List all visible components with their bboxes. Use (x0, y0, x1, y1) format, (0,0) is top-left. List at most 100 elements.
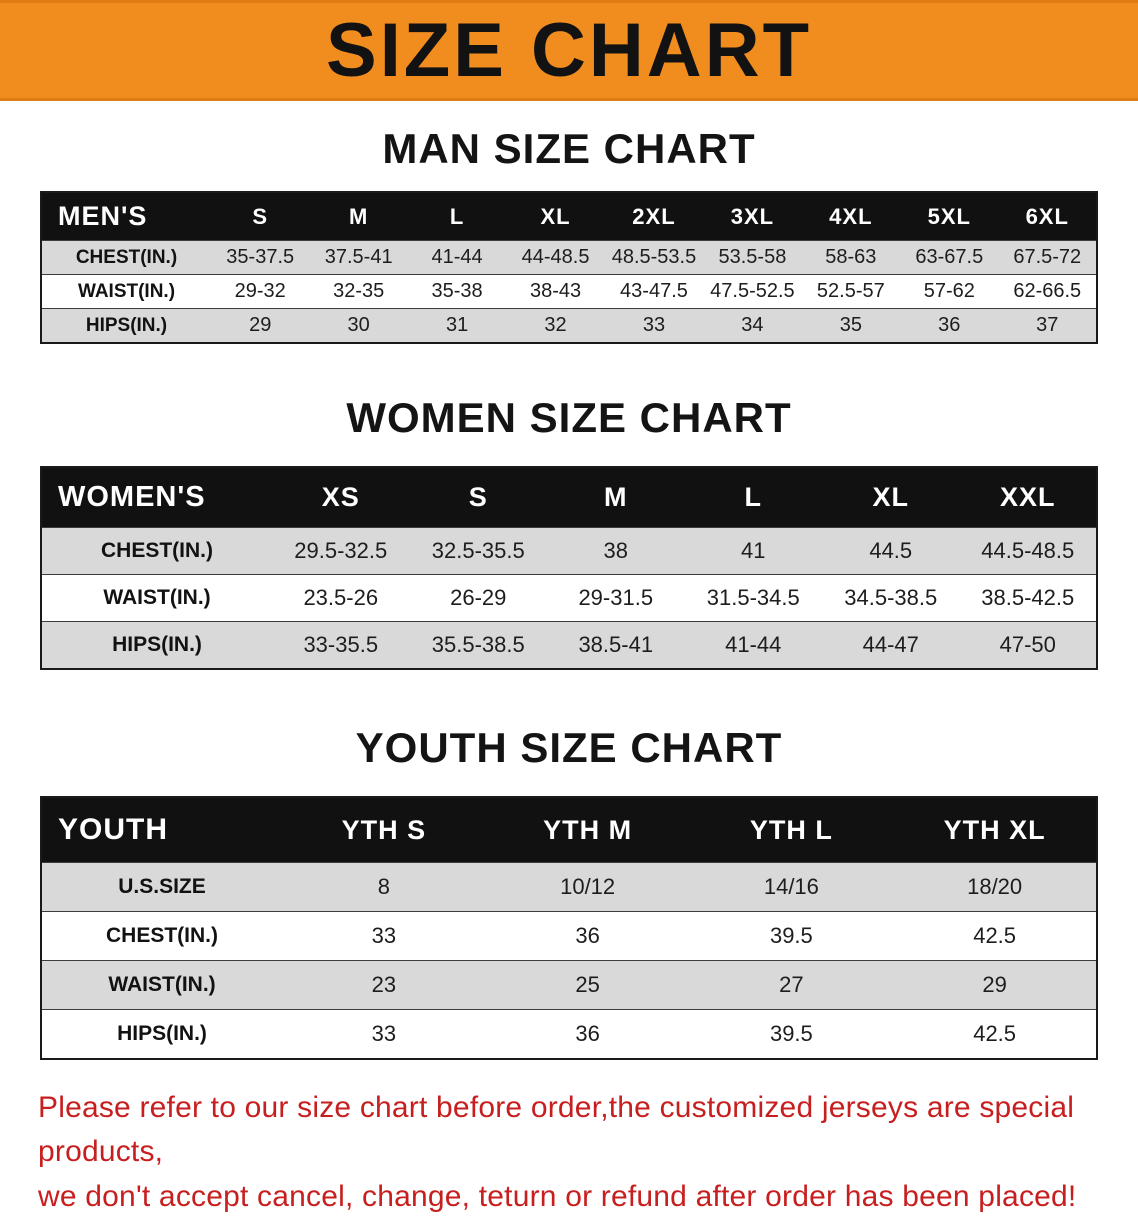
value-cell: 10/12 (560, 874, 616, 899)
value-cell: 42.5 (973, 923, 1017, 948)
column-header-cell: XL (822, 467, 960, 528)
value-cell: 35.5-38.5 (431, 632, 525, 657)
column-header-cell: M (547, 467, 685, 528)
value-cell: 41-44 (725, 632, 782, 657)
column-header-cell: L (684, 467, 822, 528)
table-row: WAIST(IN.) 23.5-26 26-29 29-31.5 31.5-34.5 34… (41, 574, 1097, 622)
value-cell: 48.5-53.5 (611, 246, 697, 268)
notice-line-1: Please refer to our size chart before or… (38, 1091, 1075, 1169)
value-cell: 33 (642, 314, 666, 336)
column-header-cell: S (211, 192, 310, 241)
value-cell: 29.5-32.5 (294, 538, 388, 563)
table-title-cell: WOMEN'S (41, 467, 272, 528)
value-cell: 14/16 (763, 874, 819, 899)
notice-line-2: we don't accept cancel, change, teturn o… (38, 1179, 1077, 1213)
value-cell: 35-38 (431, 280, 483, 302)
value-cell: 23 (371, 972, 397, 997)
column-header-cell: 6XL (998, 192, 1097, 241)
section-youth: YOUTH SIZE CHART YOUTH YTH S YTH M YTH L YTH… (0, 724, 1138, 1060)
value-cell: 18/20 (967, 874, 1023, 899)
value-cell: 38 (603, 538, 628, 563)
column-header-cell: XXL (959, 467, 1097, 528)
value-cell: 30 (347, 314, 370, 336)
section-men: MAN SIZE CHART MEN'S S M L XL 2XL 3XL 4XL 5XL 6XL… (0, 125, 1138, 344)
table-header-row: WOMEN'S XS S M L XL XXL (41, 467, 1097, 528)
table-row: U.S.SIZE 8 10/12 14/16 18/20 (41, 862, 1097, 912)
table-title-cell: YOUTH (41, 797, 282, 863)
column-header-cell: L (407, 192, 507, 241)
row-label-cell: U.S.SIZE (118, 875, 206, 898)
women-section-heading: WOMEN SIZE CHART (346, 394, 792, 441)
value-cell: 29-32 (234, 280, 286, 302)
value-cell: 47.5-52.5 (710, 280, 795, 302)
value-cell: 27 (779, 972, 804, 997)
value-cell: 36 (575, 923, 600, 948)
value-cell: 32 (544, 314, 567, 336)
table-row: CHEST(IN.) 35-37.5 37.5-41 41-44 44-48.5 48.5… (41, 240, 1097, 275)
page-title: SIZE CHART (326, 7, 812, 93)
table-row: HIPS(IN.) 33-35.5 35.5-38.5 38.5-41 41-44 44-… (41, 621, 1097, 669)
column-header-cell: 5XL (900, 192, 999, 241)
value-cell: 43-47.5 (620, 280, 688, 302)
table-title-cell: MEN'S (41, 192, 211, 241)
column-header-cell: 3XL (703, 192, 802, 241)
column-header-cell: M (309, 192, 408, 241)
section-women: WOMEN SIZE CHART WOMEN'S XS S M L XL XXL CHEST(… (0, 394, 1138, 670)
value-cell: 33 (371, 923, 397, 948)
column-header-cell: 4XL (801, 192, 901, 241)
column-header-cell: S (409, 467, 547, 528)
value-cell: 34 (741, 314, 764, 336)
row-label-cell: CHEST(IN.) (106, 924, 218, 947)
value-cell: 67.5-72 (1013, 246, 1082, 268)
row-label-cell: WAIST(IN.) (108, 973, 216, 996)
value-cell: 33-35.5 (303, 632, 379, 657)
table-row: WAIST(IN.) 29-32 32-35 35-38 38-43 43-47.5 47.… (41, 274, 1097, 309)
value-cell: 8 (377, 874, 390, 899)
value-cell: 44-48.5 (521, 246, 590, 268)
value-cell: 44.5-48.5 (981, 538, 1075, 563)
value-cell: 29 (249, 314, 272, 336)
value-cell: 42.5 (973, 1021, 1017, 1046)
youth-section-heading: YOUTH SIZE CHART (355, 724, 783, 771)
men-section-heading: MAN SIZE CHART (382, 125, 756, 172)
value-cell: 39.5 (769, 923, 813, 948)
banner: SIZE CHART (0, 0, 1138, 101)
value-cell: 38.5-41 (578, 632, 654, 657)
value-cell: 62-66.5 (1013, 280, 1082, 302)
value-cell: 32.5-35.5 (431, 538, 525, 563)
order-notice: Please refer to our size chart before or… (38, 1086, 1100, 1219)
table-header-row: MEN'S S M L XL 2XL 3XL 4XL 5XL 6XL (41, 192, 1097, 241)
value-cell: 31.5-34.5 (706, 585, 800, 610)
table-row: HIPS(IN.) 33 36 39.5 42.5 (41, 1009, 1097, 1059)
value-cell: 57-62 (923, 280, 975, 302)
table-row: WAIST(IN.) 23 25 27 29 (41, 960, 1097, 1010)
value-cell: 26-29 (450, 585, 507, 610)
row-label-cell: WAIST(IN.) (103, 586, 211, 609)
column-header-cell: XL (506, 192, 605, 241)
value-cell: 38-43 (529, 280, 582, 302)
value-cell: 53.5-58 (718, 246, 787, 268)
column-header-cell: 2XL (604, 192, 704, 241)
value-cell: 41-44 (431, 246, 483, 268)
table-row: HIPS(IN.) 29 30 31 32 33 34 35 36 37 (41, 308, 1097, 343)
value-cell: 23.5-26 (303, 585, 379, 610)
value-cell: 63-67.5 (915, 246, 984, 268)
table-row: CHEST(IN.) 29.5-32.5 32.5-35.5 38 41 44.5 44.5… (41, 527, 1097, 575)
value-cell: 36 (938, 314, 961, 336)
table-header-row: YOUTH YTH S YTH M YTH L YTH XL (41, 797, 1097, 863)
value-cell: 25 (575, 972, 600, 997)
column-header-cell: YTH M (485, 797, 690, 863)
value-cell: 52.5-57 (816, 280, 885, 302)
value-cell: 44-47 (862, 632, 919, 657)
value-cell: 35-37.5 (226, 246, 295, 268)
value-cell: 33 (371, 1021, 397, 1046)
men-size-table: MEN'S S M L XL 2XL 3XL 4XL 5XL 6XL CHEST(IN.) 35-37… (40, 191, 1098, 344)
column-header-cell: YTH L (689, 797, 894, 863)
value-cell: 36 (575, 1021, 600, 1046)
value-cell: 38.5-42.5 (981, 585, 1075, 610)
value-cell: 34.5-38.5 (844, 585, 938, 610)
value-cell: 37 (1036, 314, 1059, 336)
table-row: CHEST(IN.) 33 36 39.5 42.5 (41, 911, 1097, 961)
value-cell: 35 (839, 314, 862, 336)
